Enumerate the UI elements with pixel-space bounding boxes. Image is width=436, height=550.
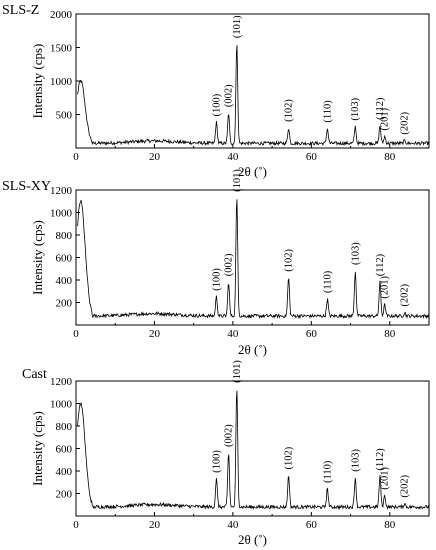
panel-title: SLS-Z [2,3,39,18]
peak-label: (002) [224,253,235,276]
y-tick-label: 400 [56,275,73,287]
x-tick-label: 20 [149,151,161,163]
panel-title: SLS-XY [2,179,51,194]
y-tick-label: 500 [56,110,73,122]
xrd-trace [77,45,430,147]
x-axis-title: 2θ (˚) [238,164,267,179]
peak-label: (201) [380,276,391,299]
y-tick-label: 1500 [50,43,73,55]
y-tick-label: 1200 [50,185,73,197]
y-tick-label: 800 [56,230,73,242]
y-tick-label: 600 [56,253,73,265]
y-tick-label: 2000 [50,9,73,21]
y-axis-title: Intensity (cps) [30,44,45,119]
peak-label: (102) [284,249,295,272]
x-axis-title: 2θ (˚) [238,342,267,357]
x-tick-label: 60 [306,328,318,340]
peak-label: (002) [224,84,235,107]
peak-label: (112) [375,448,386,471]
y-tick-label: 1000 [50,208,73,220]
peak-label: (102) [284,446,295,469]
peak-label: (202) [400,474,411,497]
x-tick-label: 40 [227,328,239,340]
xrd-trace [77,390,430,511]
chart-panel: 0 20 40 60 80 500 1000 1500 2000 SLS-Z 2θ (˚) Inten… [2,3,430,179]
peak-label: (202) [400,283,411,306]
peak-label: (100) [211,450,222,473]
peak-label: (100) [211,93,222,116]
y-tick-label: 400 [56,466,73,478]
x-tick-label: 80 [384,519,396,531]
x-tick-label: 20 [149,519,161,531]
y-tick-label: 800 [56,421,73,433]
x-tick-label: 0 [73,151,79,163]
y-tick-label: 600 [56,444,73,456]
x-tick-label: 80 [384,328,396,340]
peak-label: (112) [375,97,386,120]
peak-label: (110) [322,100,333,123]
peak-label: (201) [380,107,391,130]
peak-label: (103) [350,97,361,120]
xrd-trace [77,199,430,320]
y-tick-label: 200 [56,489,73,501]
peak-label: (101) [232,169,243,192]
y-tick-label: 1000 [50,399,73,411]
panel-title: Cast [22,367,47,382]
peak-label: (002) [224,424,235,447]
peak-label: (110) [322,270,333,293]
peak-label: (112) [375,253,386,276]
y-axis-title: Intensity (cps) [30,411,45,486]
peak-label: (100) [211,268,222,291]
peak-label: (110) [322,460,333,483]
peak-label: (103) [350,449,361,472]
y-tick-label: 1200 [50,376,73,388]
y-tick-label: 1000 [50,76,73,88]
x-tick-label: 0 [73,328,79,340]
peak-label: (102) [284,99,295,122]
x-tick-label: 80 [384,151,396,163]
x-axis-title: 2θ (˚) [238,532,267,547]
y-tick-label: 200 [56,298,73,310]
plot-frame [75,13,430,149]
x-tick-label: 40 [227,151,239,163]
x-tick-label: 40 [227,519,239,531]
peak-label: (202) [400,111,411,134]
y-axis-title: Intensity (cps) [30,220,45,295]
peak-label: (101) [232,15,243,38]
peak-label: (103) [350,242,361,265]
x-tick-label: 60 [306,151,318,163]
peak-label: (201) [380,467,391,490]
x-tick-label: 20 [149,328,161,340]
x-tick-label: 0 [73,519,79,531]
x-tick-label: 60 [306,519,318,531]
peak-label: (101) [232,360,243,383]
